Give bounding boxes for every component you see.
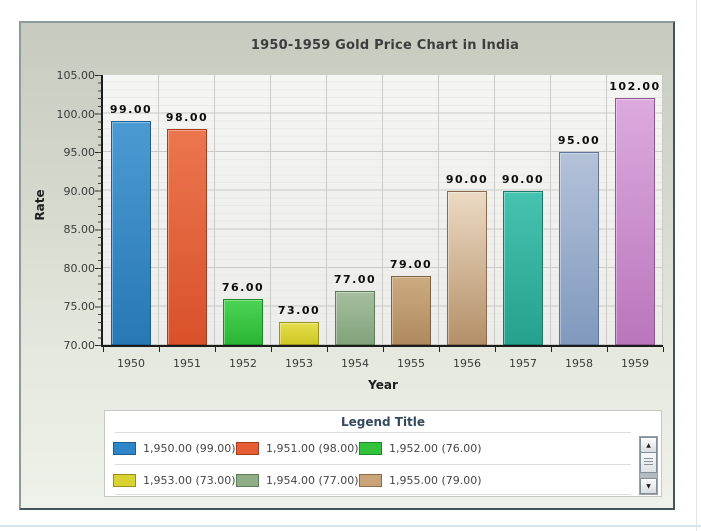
bar-1950: [111, 121, 151, 345]
bar-1954: [335, 291, 375, 345]
legend-row-separator: [115, 464, 631, 465]
legend-item-label: 1,951.00 (98.00): [266, 441, 359, 455]
x-tick-label-1959: 1959: [621, 357, 649, 370]
bar-value-label: 76.00: [221, 281, 265, 294]
bar-value-label: 102.00: [609, 80, 661, 93]
bar-value-label: 90.00: [501, 173, 545, 186]
x-tick-label-1954: 1954: [341, 357, 369, 370]
y-axis-tick-label: 75.00: [63, 300, 96, 314]
page-bottom-divider: [0, 525, 701, 527]
legend-item-label: 1,953.00 (73.00): [143, 473, 236, 487]
legend-item-label: 1,950.00 (99.00): [143, 441, 236, 455]
arrow-up-icon: ▲: [646, 441, 651, 449]
scrollbar-thumb[interactable]: [640, 453, 657, 473]
x-tick-label-1955: 1955: [397, 357, 425, 370]
bar-value-label: 77.00: [333, 273, 377, 286]
bar-1958: [559, 152, 599, 345]
chart-title: 1950-1959 Gold Price Chart in India: [250, 38, 520, 53]
page-right-divider: [696, 0, 697, 531]
y-axis-title: Rate: [33, 189, 47, 221]
bar-value-label: 73.00: [277, 304, 321, 317]
legend-swatch-icon: [359, 441, 382, 455]
legend-item: 1,954.00 (77.00): [236, 473, 359, 487]
legend-row-1: 1,950.00 (99.00) 1,951.00 (98.00) 1,952.00…: [113, 433, 633, 463]
bar-1951: [167, 129, 207, 345]
y-axis-line: [101, 75, 103, 347]
arrow-down-icon: ▼: [646, 482, 651, 490]
bar-value-label: 99.00: [109, 103, 153, 116]
bar-value-label: 98.00: [165, 111, 209, 124]
legend-item: 1,952.00 (76.00): [359, 441, 482, 455]
bar-1956: [447, 191, 487, 345]
x-axis-ticks: [103, 347, 664, 352]
bar-1953: [279, 322, 319, 345]
bar-value-label: 79.00: [389, 258, 433, 271]
legend-swatch-icon: [236, 473, 259, 487]
x-tick-label-1958: 1958: [565, 357, 593, 370]
legend-item-label: 1,955.00 (79.00): [389, 473, 482, 487]
bar-value-label: 95.00: [557, 134, 601, 147]
legend-bottom-separator: [115, 494, 631, 495]
x-axis-line: [101, 345, 663, 347]
bar-1959: [615, 98, 655, 345]
chart-window: 1950-1959 Gold Price Chart in India 99.0…: [19, 21, 675, 510]
y-axis-tick-label: 100.00: [56, 107, 96, 121]
scroll-up-button[interactable]: ▲: [640, 437, 657, 453]
x-tick-label-1953: 1953: [285, 357, 313, 370]
grip-lines-icon: [644, 458, 653, 467]
plot-area: 99.00 98.00 76.00 73.00 77.00 79.00 90.00 90.00…: [103, 75, 663, 345]
legend-swatch-icon: [236, 441, 259, 455]
legend-item: 1,953.00 (73.00): [113, 473, 236, 487]
y-axis-tick-label: 80.00: [63, 261, 96, 275]
bar-1957: [503, 191, 543, 345]
legend-item: 1,951.00 (98.00): [236, 441, 359, 455]
x-tick-label-1957: 1957: [509, 357, 537, 370]
x-tick-label-1951: 1951: [173, 357, 201, 370]
legend-swatch-icon: [113, 441, 136, 455]
legend-title-separator: [115, 432, 631, 433]
x-tick-label-1956: 1956: [453, 357, 481, 370]
legend-item-label: 1,952.00 (76.00): [389, 441, 482, 455]
legend-item-label: 1,954.00 (77.00): [266, 473, 359, 487]
y-axis-minor-ticks: [98, 75, 101, 346]
y-axis-tick-label: 85.00: [63, 223, 96, 237]
legend-box: Legend Title 1,950.00 (99.00) 1,951.00 (9…: [104, 410, 662, 497]
bar-1952: [223, 299, 263, 345]
legend-row-2: 1,953.00 (73.00) 1,954.00 (77.00) 1,955.00…: [113, 465, 633, 495]
y-axis-tick-label: 95.00: [63, 146, 96, 160]
y-axis-tick-label: 70.00: [63, 338, 96, 352]
bar-value-label: 90.00: [445, 173, 489, 186]
x-axis-title: Year: [368, 378, 398, 392]
legend-item: 1,955.00 (79.00): [359, 473, 482, 487]
legend-swatch-icon: [359, 473, 382, 487]
y-axis-tick-label: 90.00: [63, 184, 96, 198]
scroll-down-button[interactable]: ▼: [640, 478, 657, 494]
bar-1955: [391, 276, 431, 345]
legend-item: 1,950.00 (99.00): [113, 441, 236, 455]
y-axis-tick-label: 105.00: [56, 69, 96, 82]
x-tick-label-1950: 1950: [117, 357, 145, 370]
legend-swatch-icon: [113, 473, 136, 487]
legend-title: Legend Title: [340, 415, 426, 429]
x-tick-label-1952: 1952: [229, 357, 257, 370]
legend-scrollbar[interactable]: ▲ ▼: [639, 436, 658, 495]
